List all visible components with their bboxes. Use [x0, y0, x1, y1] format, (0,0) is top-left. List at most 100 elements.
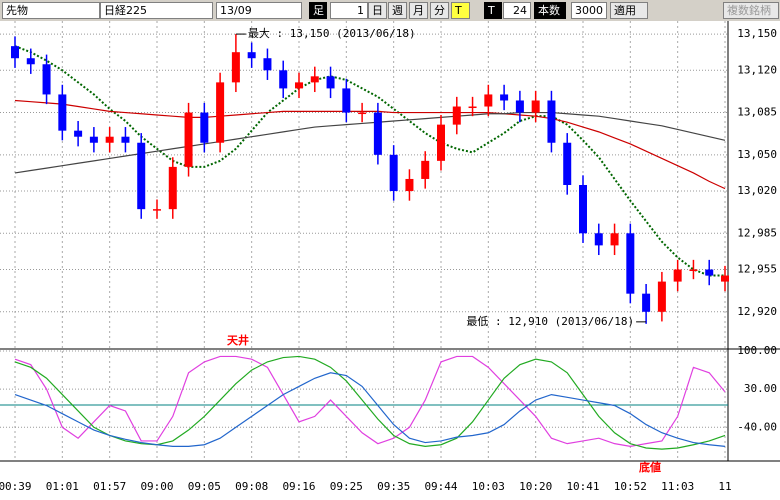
candle-body: [74, 130, 83, 137]
y-tick-label: 12,920: [737, 305, 777, 318]
candle-body: [484, 94, 493, 107]
x-tick-label: 09:44: [424, 480, 457, 493]
y-tick-label: 12,985: [737, 226, 777, 239]
candle-body: [657, 281, 666, 312]
line-series: [14, 372, 726, 447]
y-tick-label: 12,955: [737, 263, 777, 276]
line-series: [14, 45, 725, 277]
bars-input[interactable]: 3000: [571, 2, 607, 19]
candle-body: [689, 269, 698, 272]
line-series: [14, 99, 726, 190]
y-tick-label: 13,050: [737, 148, 777, 161]
instrument-select[interactable]: 先物: [2, 2, 100, 19]
candle-body: [547, 100, 556, 143]
y-tick-label: -40.00: [737, 420, 777, 433]
toolbar: 先物 日経225 13/09 足 1 日 週 月 分 T T 24 本数 300…: [0, 0, 780, 21]
month-button[interactable]: 月: [409, 2, 428, 19]
candle-body: [705, 269, 714, 276]
apply-button[interactable]: 適用: [610, 2, 648, 19]
candle-body: [153, 209, 161, 211]
annotation: 最低 : 12,910 (2013/06/18): [466, 315, 634, 328]
y-tick-label: 13,150: [737, 27, 777, 40]
x-tick-label: 09:25: [330, 480, 363, 493]
candle-body: [389, 154, 398, 192]
t-label: T: [484, 2, 502, 19]
week-button[interactable]: 週: [388, 2, 407, 19]
x-tick-label: 11:03: [661, 480, 694, 493]
background: [0, 21, 780, 500]
candle-body: [626, 233, 635, 294]
candle-body: [531, 100, 540, 113]
chart: 00:39 01:01 01:57 09:00 09:05 09:08 09:16 09:25…: [0, 21, 780, 500]
candle-body: [373, 112, 382, 155]
line-series: [14, 355, 726, 450]
x-tick-label: 10:41: [566, 480, 599, 493]
candle-body: [42, 64, 51, 95]
candle-body: [168, 166, 177, 210]
annotation: 天井: [227, 333, 249, 347]
candle-body: [358, 112, 367, 115]
candle-body: [58, 94, 67, 131]
candle-body: [247, 52, 256, 59]
candle-body: [105, 136, 114, 143]
candle-body: [579, 185, 587, 234]
candle-body: [437, 124, 445, 161]
candle-body: [326, 76, 335, 89]
day-button[interactable]: 日: [368, 2, 387, 19]
annotation: 底値: [639, 460, 661, 474]
x-tick-label: 09:16: [282, 480, 315, 493]
y-tick-label: 13,020: [737, 184, 777, 197]
x-tick-label: 00:39: [0, 480, 32, 493]
candle-body: [295, 82, 303, 89]
line-series: [14, 111, 726, 174]
line-series: [14, 355, 726, 447]
y-tick-label: 13,120: [737, 63, 777, 76]
minute-button[interactable]: 分: [430, 2, 449, 19]
candle-body: [452, 106, 461, 125]
candle-body: [421, 160, 430, 179]
candle-body: [515, 100, 524, 113]
index-select[interactable]: 日経225: [100, 2, 213, 19]
x-tick-label: 01:01: [46, 480, 79, 493]
candle-body: [11, 46, 19, 59]
candle-body: [26, 58, 35, 65]
bars-label: 本数: [534, 2, 566, 19]
y-tick-label: 30.00: [744, 382, 777, 395]
candle-body: [500, 94, 509, 101]
candle-body: [342, 88, 351, 113]
bar-label: 足: [309, 2, 327, 19]
candle-body: [279, 70, 288, 89]
candle-body: [184, 112, 193, 167]
x-tick-label: 01:57: [93, 480, 126, 493]
candle-body: [121, 136, 130, 143]
candle-body: [468, 106, 477, 109]
x-tick-label: 09:08: [235, 480, 268, 493]
candle-body: [231, 52, 240, 83]
candle-body: [263, 58, 272, 71]
x-tick-label: 10:03: [472, 480, 505, 493]
x-tick-label: 09:05: [188, 480, 221, 493]
x-tick-label: 10:20: [519, 480, 552, 493]
candle-body: [721, 275, 729, 282]
x-tick-label: 09:35: [377, 480, 410, 493]
x-tick-label: 09:00: [140, 480, 173, 493]
multi-button[interactable]: 複数銘柄: [723, 2, 779, 19]
period-select[interactable]: 1: [330, 2, 368, 19]
candle-body: [137, 142, 146, 210]
y-tick-label: 100.00: [737, 344, 777, 357]
y-tick-label: 13,085: [737, 106, 777, 119]
candle-body: [310, 76, 319, 83]
candle-body: [642, 293, 651, 312]
month-select[interactable]: 13/09: [216, 2, 302, 19]
candle-body: [594, 233, 603, 246]
candle-body: [200, 112, 209, 143]
candle-body: [405, 178, 414, 192]
tick-button[interactable]: T: [451, 2, 470, 19]
x-tick-label: 10:52: [614, 480, 647, 493]
candle-body: [89, 136, 98, 143]
annotation: 最大 : 13,150 (2013/06/18): [248, 26, 416, 40]
count-select[interactable]: 24: [503, 2, 531, 19]
candle-body: [216, 82, 225, 143]
candle-body: [673, 269, 682, 282]
x-tick-label: 11: [718, 480, 731, 493]
